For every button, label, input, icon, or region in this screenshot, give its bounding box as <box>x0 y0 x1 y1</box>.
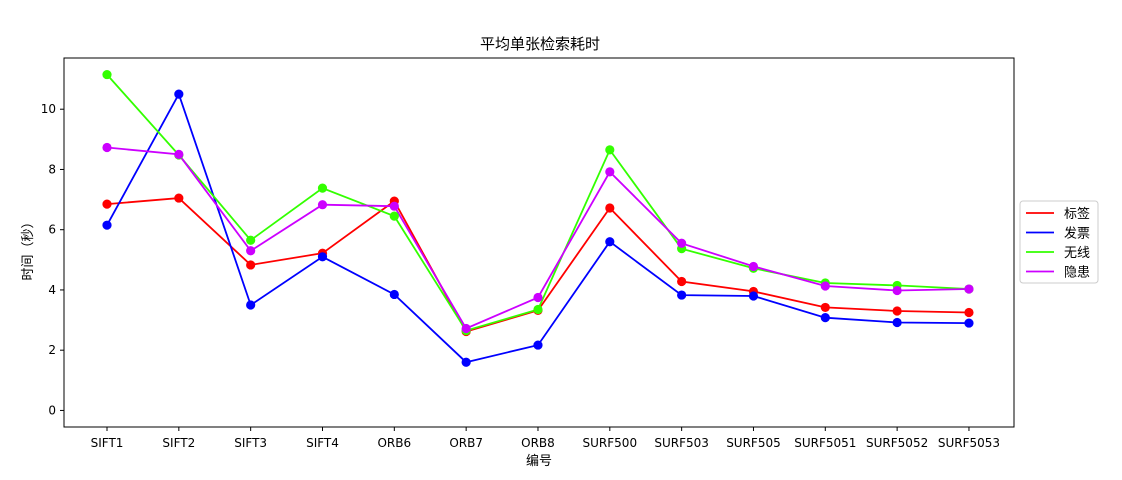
y-axis: 0 2 4 6 8 10 <box>41 102 64 417</box>
data-point-3-0 <box>102 142 112 153</box>
data-point-2-3 <box>317 183 328 193</box>
data-point-1-3 <box>317 252 328 262</box>
plot-area <box>63 57 1015 428</box>
data-point-1-10 <box>820 313 830 323</box>
data-point-3-6 <box>533 292 543 303</box>
data-point-1-6 <box>533 340 543 350</box>
data-point-3-7 <box>605 167 615 177</box>
y-tick-label: 2 <box>48 343 56 357</box>
data-point-3-3 <box>317 200 328 210</box>
y-axis-title: 时间（秒） <box>21 215 36 280</box>
data-point-3-9 <box>748 261 759 272</box>
data-point-1-7 <box>605 237 615 247</box>
data-point-1-1 <box>174 89 184 99</box>
data-point-3-10 <box>820 281 830 291</box>
data-point-2-0 <box>102 69 112 80</box>
x-tick-label: SURF5052 <box>866 436 928 450</box>
x-tick-label: SURF505 <box>726 436 781 450</box>
y-tick-label: 6 <box>48 223 56 237</box>
y-tick-label: 8 <box>48 162 56 176</box>
series-points <box>102 69 974 367</box>
data-point-3-2 <box>246 246 256 256</box>
data-point-0-10 <box>820 302 830 313</box>
data-point-1-2 <box>246 300 256 310</box>
legend-label-3: 隐患 <box>1064 266 1090 281</box>
chart-title: 平均单张检索耗时 <box>480 35 600 53</box>
data-point-0-8 <box>677 276 687 287</box>
data-point-0-2 <box>246 260 256 270</box>
data-point-0-12 <box>964 307 974 318</box>
data-point-3-12 <box>964 284 974 294</box>
x-tick-label: SURF5053 <box>938 436 1000 450</box>
data-point-2-4 <box>389 211 399 221</box>
data-point-1-5 <box>461 357 471 367</box>
data-point-3-5 <box>461 323 471 334</box>
data-point-1-9 <box>748 291 759 301</box>
data-point-1-0 <box>102 220 112 230</box>
y-tick-label: 10 <box>41 102 56 116</box>
data-point-1-8 <box>677 290 687 300</box>
data-point-1-12 <box>964 318 974 328</box>
x-tick-label: ORB6 <box>377 436 411 450</box>
legend-label-0: 标签 <box>1064 206 1090 222</box>
data-point-0-7 <box>605 203 615 213</box>
data-point-0-1 <box>174 193 184 203</box>
data-point-0-0 <box>102 199 112 209</box>
data-point-1-11 <box>892 317 902 328</box>
data-point-3-8 <box>677 238 687 248</box>
x-tick-label: SURF503 <box>654 436 709 450</box>
data-point-2-6 <box>533 304 543 315</box>
x-axis: SIFT1 SIFT2 SIFT3 SIFT4 ORB6 ORB7 ORB8 SURF500 S… <box>91 427 1000 450</box>
x-tick-label: ORB8 <box>521 436 555 450</box>
legend-frame <box>1019 200 1099 284</box>
x-tick-label: SIFT2 <box>162 436 195 450</box>
data-point-3-11 <box>892 285 902 296</box>
x-tick-label: SIFT3 <box>234 436 267 450</box>
data-point-2-7 <box>605 145 615 155</box>
x-tick-label: SURF5051 <box>794 436 856 450</box>
data-point-2-2 <box>246 235 256 245</box>
x-axis-title: 编号 <box>526 454 552 469</box>
data-point-0-11 <box>892 306 902 316</box>
data-point-3-1 <box>174 149 184 159</box>
legend-label-1: 发票 <box>1064 226 1090 242</box>
y-tick-label: 0 <box>48 403 56 417</box>
data-point-3-4 <box>389 201 399 211</box>
x-tick-label: SIFT4 <box>306 436 339 450</box>
data-point-1-4 <box>389 289 399 300</box>
legend-label-2: 无线 <box>1064 246 1090 261</box>
y-tick-label: 4 <box>48 283 56 297</box>
x-tick-label: SIFT1 <box>91 436 124 450</box>
x-tick-label: ORB7 <box>449 436 483 450</box>
x-tick-label: SURF500 <box>583 436 638 450</box>
